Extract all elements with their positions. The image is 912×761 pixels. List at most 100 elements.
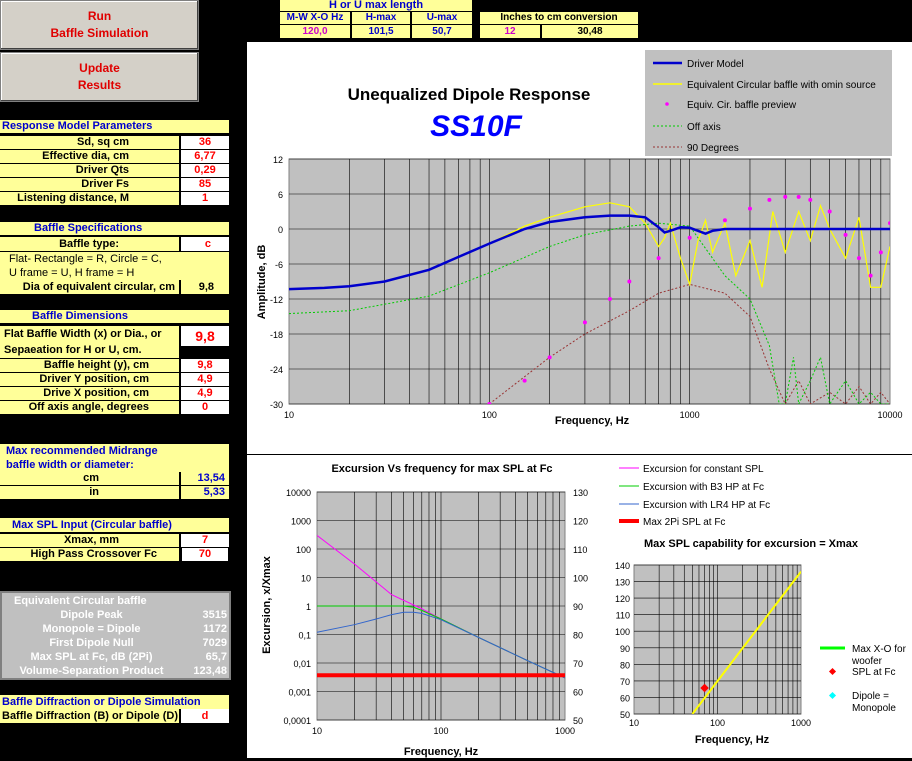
hu-header-hmax: H-max (352, 12, 410, 24)
y-tick-label: 0,0001 (283, 716, 311, 726)
chart2-xlabel: Frequency, Hz (404, 746, 479, 758)
midrange-in-value: 5,33 (181, 486, 229, 499)
driver-y-input[interactable]: 4,9 (181, 373, 229, 386)
driver-x-input[interactable]: 4,9 (181, 387, 229, 400)
legend-splfc-marker (828, 667, 837, 676)
baffle-type-input[interactable]: c (181, 237, 229, 251)
baffle-type-note-2: U frame = U, H frame = H (0, 266, 229, 280)
preview-point (843, 232, 848, 237)
chart3-title: Max SPL capability for excursion = Xmax (644, 538, 859, 550)
y-tick-label: 100 (296, 545, 311, 555)
series-max-xo (691, 570, 801, 714)
conversion-cm: 30,48 (542, 25, 638, 38)
preview-point (808, 197, 813, 202)
y-tick-label: 1000 (291, 517, 311, 527)
preview-point (796, 194, 801, 199)
spl-at-fc-marker (700, 683, 709, 693)
y-tick-label: 1 (306, 602, 311, 612)
y-tick-label: 6 (278, 190, 283, 200)
legend-offaxis: Off axis (687, 122, 721, 133)
legend-max2pi: Max 2Pi SPL at Fc (643, 517, 725, 528)
legend-const-spl: Excursion for constant SPL (643, 464, 764, 475)
y-tick-label: 70 (620, 677, 630, 687)
preview-point (487, 402, 492, 404)
y-tick-label: 60 (620, 693, 630, 703)
y2-tick-label: 100 (573, 574, 588, 584)
y2-tick-label: 70 (573, 659, 583, 669)
distance-label: Listening distance, M (0, 192, 179, 205)
run-label-2: Baffle Simulation (50, 26, 149, 40)
series-equiv-circular (289, 202, 890, 290)
preview-point (868, 273, 873, 278)
run-simulation-button[interactable]: Run Baffle Simulation (0, 0, 199, 50)
series-off-axis (289, 222, 890, 404)
update-label-1: Update (79, 61, 120, 75)
x-tick-label: 1000 (555, 726, 575, 736)
legend-maxxo-line2: woofer (851, 656, 883, 667)
preview-point (783, 194, 788, 199)
x-tick-label: 10 (284, 410, 294, 420)
series-group (289, 194, 890, 404)
y-tick-label: 10 (301, 574, 311, 584)
legend-equiv: Equivalent Circular baffle with omin sou… (687, 80, 876, 91)
chart1-ylabel: Amplitude, dB (256, 245, 268, 320)
baffle-type-label: Baffle type: (0, 237, 179, 251)
y-tick-label: 80 (620, 660, 630, 670)
hp-crossover-input[interactable]: 70 (181, 547, 229, 562)
y-tick-label: 10000 (286, 488, 311, 498)
diffraction-input[interactable]: d (181, 709, 229, 723)
max-midrange-title-1: Max recommended Midrange (0, 444, 229, 458)
x-tick-label: 1000 (680, 410, 700, 420)
y-tick-label: 50 (620, 710, 630, 720)
equiv-circular-title: Equivalent Circular baffle (14, 595, 147, 607)
baffle-dims-title: Baffle Dimensions (0, 310, 229, 323)
sd-input[interactable]: 36 (181, 136, 229, 149)
hu-max-title: H or U max length (280, 0, 472, 11)
hu-header-umax: U-max (412, 12, 472, 24)
response-params-title: Response Model Parameters (0, 120, 229, 133)
distance-input[interactable]: 1 (181, 192, 229, 205)
legend-lr4: Excursion with LR4 HP at Fc (643, 500, 770, 511)
baffle-width-label-1: Flat Baffle Width (x) or Dia., or (0, 326, 179, 342)
midrange-in-label: in (0, 486, 179, 499)
qts-input[interactable]: 0,29 (181, 164, 229, 177)
y-tick-label: -30 (270, 400, 283, 410)
equiv-row-label: First Dipole Null (49, 637, 134, 649)
qts-label: Driver Qts (0, 164, 179, 177)
dipole-response-svg: Driver Model Equivalent Circular baffle … (256, 50, 903, 427)
conversion-inches[interactable]: 12 (480, 25, 540, 38)
legend-box (645, 50, 892, 156)
preview-point (582, 320, 587, 325)
preview-point (522, 378, 527, 383)
baffle-height-label: Baffle height (y), cm (0, 359, 179, 372)
chart3-xlabel: Frequency, Hz (695, 734, 770, 746)
y2-tick-label: 130 (573, 488, 588, 498)
legend-dipole-line2: Monopole (852, 703, 896, 714)
sd-label: Sd, sq cm (0, 136, 179, 149)
midrange-cm-value: 13,54 (181, 472, 229, 485)
legend-preview: Equiv. Cir. baffle preview (687, 100, 797, 111)
eff-dia-input[interactable]: 6,77 (181, 150, 229, 163)
equiv-row-value: 3515 (202, 609, 227, 621)
y-tick-label: 120 (615, 594, 630, 604)
baffle-width-input[interactable]: 9,8 (181, 326, 229, 346)
xmax-input[interactable]: 7 (181, 534, 229, 547)
hu-value-xo[interactable]: 120,0 (280, 25, 350, 38)
series-90-degrees (488, 283, 890, 404)
diffraction-title: Baffle Diffraction or Dipole Simulation (0, 695, 229, 709)
off-axis-angle-input[interactable]: 0 (181, 401, 229, 414)
baffle-height-input[interactable]: 9,8 (181, 359, 229, 372)
y-tick-label: 12 (273, 155, 283, 165)
equiv-row-label: Volume-Separation Product (19, 665, 164, 677)
midrange-cm-label: cm (0, 472, 179, 485)
update-results-button[interactable]: Update Results (0, 52, 199, 102)
legend-splfc: SPL at Fc (852, 667, 896, 678)
preview-point (687, 235, 692, 240)
y-tick-label: 0,01 (293, 659, 311, 669)
preview-point (827, 209, 832, 214)
fs-input[interactable]: 85 (181, 178, 229, 191)
equiv-dia-value: 9,8 (181, 280, 229, 294)
y-tick-label: -6 (275, 260, 283, 270)
equiv-row-label: Max SPL at Fc, dB (2Pi) (30, 651, 153, 663)
driver-y-label: Driver Y position, cm (0, 373, 179, 386)
